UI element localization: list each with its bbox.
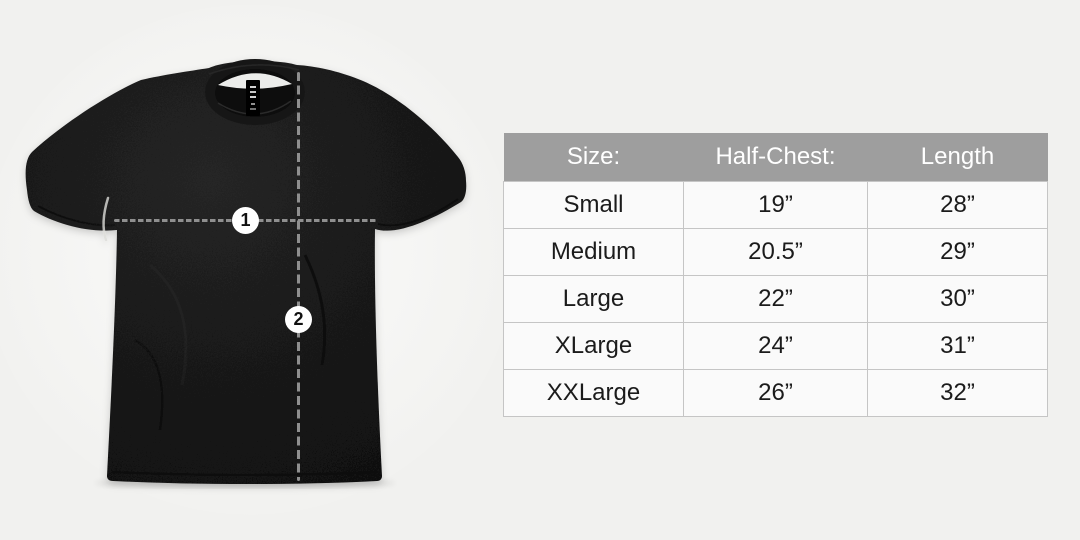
length-cell: 31” xyxy=(867,322,1048,370)
table-row: Large 22” 30” xyxy=(503,275,1048,323)
size-cell: Small xyxy=(503,181,684,229)
table-row: XLarge 24” 31” xyxy=(503,322,1048,370)
length-cell: 30” xyxy=(867,275,1048,323)
column-header-half-chest: Half-Chest: xyxy=(683,133,868,182)
measure-marker-2: 2 xyxy=(285,306,312,333)
wrinkle xyxy=(149,263,188,386)
collar-top-seam xyxy=(208,64,300,75)
table-row: Small 19” 28” xyxy=(503,181,1048,229)
column-header-length: Length xyxy=(867,133,1048,182)
wrinkle xyxy=(303,254,327,366)
hem-stitch xyxy=(111,471,379,476)
length-cell: 32” xyxy=(867,369,1048,417)
length-cell: 28” xyxy=(867,181,1048,229)
size-cell: XLarge xyxy=(503,322,684,370)
wrinkle xyxy=(134,338,164,431)
tshirt-image xyxy=(0,5,505,515)
column-header-size: Size: xyxy=(503,133,684,182)
length-cell: 29” xyxy=(867,228,1048,276)
size-cell: Medium xyxy=(503,228,684,276)
size-cell: XXLarge xyxy=(503,369,684,417)
table-row: Medium 20.5” 29” xyxy=(503,228,1048,276)
left-cuff-seam xyxy=(37,205,116,227)
length-measure-line xyxy=(297,72,300,481)
right-cuff-seam xyxy=(377,198,459,227)
size-label xyxy=(246,80,260,116)
size-chart-table: Size: Half-Chest: Length Small 19” 28” M… xyxy=(503,133,1048,417)
size-cell: Large xyxy=(503,275,684,323)
header-row: Size: Half-Chest: Length xyxy=(503,133,1048,182)
underarm-highlight xyxy=(102,196,110,242)
tshirt-diagram: 1 2 xyxy=(0,0,505,540)
half-chest-cell: 19” xyxy=(683,181,868,229)
half-chest-cell: 24” xyxy=(683,322,868,370)
half-chest-cell: 22” xyxy=(683,275,868,323)
half-chest-cell: 26” xyxy=(683,369,868,417)
table-row: XXLarge 26” 32” xyxy=(503,369,1048,417)
measure-marker-1: 1 xyxy=(232,207,259,234)
half-chest-cell: 20.5” xyxy=(683,228,868,276)
